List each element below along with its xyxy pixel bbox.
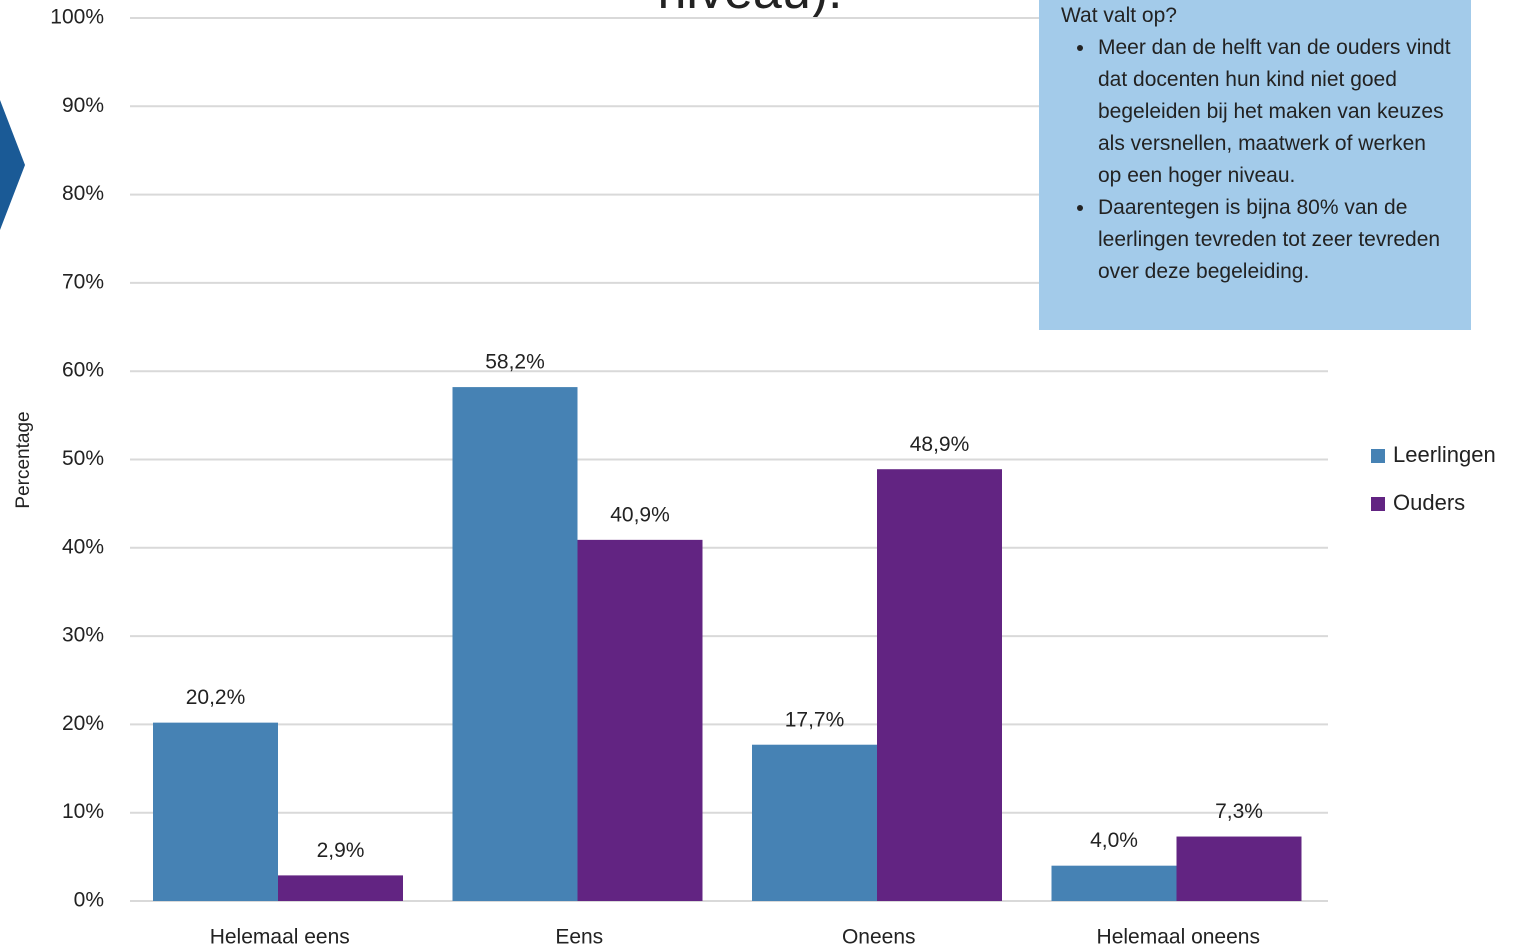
value-label: 7,3% <box>1215 800 1263 823</box>
y-tick-label: 0% <box>74 889 104 912</box>
y-tick-label: 80% <box>62 182 104 205</box>
bar <box>877 469 1002 901</box>
bar <box>452 387 578 901</box>
legend-swatch <box>1371 449 1385 463</box>
value-label: 40,9% <box>610 503 670 526</box>
value-label: 48,9% <box>910 433 970 456</box>
y-tick-label: 60% <box>62 359 104 382</box>
legend-label: Leerlingen <box>1393 442 1496 467</box>
y-tick-label: 100% <box>50 6 104 29</box>
value-label: 17,7% <box>785 708 845 731</box>
annotation-title: Wat valt op? <box>1061 4 1177 27</box>
y-tick-label: 10% <box>62 800 104 823</box>
value-label: 4,0% <box>1090 829 1138 852</box>
annotation-box: Wat valt op? Meer dan de helft van de ou… <box>1039 0 1471 330</box>
y-axis-label: Percentage <box>13 411 34 508</box>
bar <box>153 722 278 901</box>
y-tick-label: 40% <box>62 535 104 558</box>
chart-title: niveau). <box>658 0 843 20</box>
bar <box>278 875 403 901</box>
annotation-list: Meer dan de helft van de ouders vindt da… <box>1061 32 1453 288</box>
x-tick-label: Helemaal eens <box>210 926 350 949</box>
value-label: 2,9% <box>317 839 365 862</box>
decor-arrow <box>0 100 25 230</box>
x-tick-label: Oneens <box>842 926 916 949</box>
x-tick-label: Eens <box>555 926 603 949</box>
annotation-bullet: Daarentegen is bijna 80% van de leerling… <box>1096 192 1453 288</box>
y-tick-label: 90% <box>62 94 104 117</box>
y-tick-label: 70% <box>62 270 104 293</box>
annotation-bullet: Meer dan de helft van de ouders vindt da… <box>1096 32 1453 192</box>
x-tick-label: Helemaal oneens <box>1097 926 1260 949</box>
y-tick-label: 50% <box>62 447 104 470</box>
y-tick-label: 30% <box>62 624 104 647</box>
legend-label: Ouders <box>1393 490 1465 515</box>
bar <box>1051 865 1177 901</box>
legend-swatch <box>1371 497 1385 511</box>
value-label: 20,2% <box>186 686 246 709</box>
y-tick-label: 20% <box>62 712 104 735</box>
bar <box>1176 836 1302 901</box>
bar <box>752 744 877 901</box>
bar <box>577 539 703 901</box>
value-label: 58,2% <box>485 351 545 374</box>
